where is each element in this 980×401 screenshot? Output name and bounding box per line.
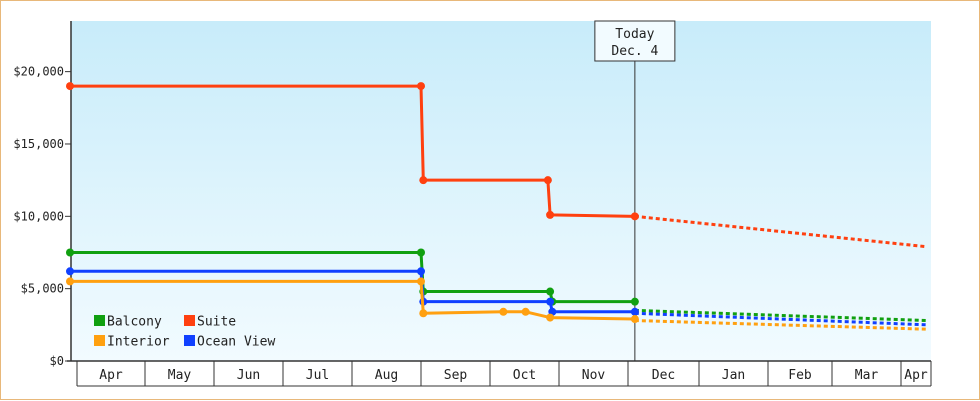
legend-swatch-interior	[94, 335, 105, 346]
x-tick-label: May	[168, 368, 192, 383]
x-tick-label: Sep	[444, 368, 468, 383]
data-point-interior	[546, 313, 555, 322]
data-point-balcony	[417, 248, 425, 257]
data-point-ocean-view	[66, 267, 74, 276]
data-point-interior	[66, 277, 74, 286]
y-tick-label: $10,000	[13, 209, 64, 223]
legend-label-interior: Interior	[107, 335, 170, 350]
data-point-interior	[417, 277, 425, 286]
y-tick-label: $0	[50, 354, 64, 368]
today-box	[594, 20, 676, 62]
legend-label-ocean-view: Ocean View	[197, 335, 275, 350]
x-tick-label: Apr	[99, 368, 123, 383]
legend-swatch-balcony	[94, 315, 105, 326]
data-point-suite	[419, 176, 428, 185]
x-axis: Apr May Jun Jul Aug Sep Oct Nov Dec Jan Feb Mar Apr	[67, 360, 932, 387]
y-tick-label: $5,000	[21, 282, 64, 296]
x-tick-label: Apr	[904, 368, 928, 383]
data-point-balcony	[66, 248, 74, 257]
series-line-ocean-view	[70, 269, 635, 314]
data-point-ocean-view	[417, 267, 425, 276]
data-point-suite	[66, 82, 74, 91]
data-point-interior	[630, 315, 639, 324]
data-point-suite	[543, 176, 552, 185]
data-point-ocean-view	[546, 297, 555, 306]
legend-swatch-suite	[184, 315, 195, 326]
data-point-suite	[417, 82, 425, 91]
x-tick-label: Mar	[855, 368, 879, 383]
x-tick-label: Oct	[513, 368, 536, 383]
data-point-ocean-view	[630, 307, 639, 316]
x-tick-label: Jan	[722, 368, 745, 383]
today-marker: Today Dec. 4	[594, 20, 676, 361]
data-point-suite	[630, 212, 639, 221]
legend: Balcony Suite Interior Ocean View	[94, 315, 275, 350]
plot-background	[71, 21, 931, 361]
legend-label-suite: Suite	[197, 315, 236, 330]
data-point-interior	[521, 307, 530, 316]
legend-swatch-ocean-view	[184, 335, 195, 346]
series-layer	[66, 82, 927, 331]
x-tick-label: Nov	[582, 368, 606, 383]
x-tick-label: Aug	[375, 368, 398, 383]
data-point-interior	[499, 307, 508, 316]
legend-label-balcony: Balcony	[107, 315, 162, 330]
x-tick-label: Jun	[237, 368, 260, 383]
today-date-label: Dec. 4	[611, 44, 658, 59]
data-point-balcony	[546, 287, 555, 296]
x-tick-label: Feb	[788, 368, 812, 383]
y-axis: $0 $5,000 $10,000 $15,000 $20,000	[13, 21, 72, 368]
x-tick-label: Jul	[306, 368, 329, 383]
y-tick-label: $20,000	[13, 65, 64, 79]
x-tick-label: Dec	[652, 368, 675, 383]
series-line-balcony	[70, 250, 635, 304]
data-point-balcony	[630, 297, 639, 306]
data-point-interior	[419, 309, 428, 318]
series-line-suite	[70, 84, 635, 218]
y-tick-label: $15,000	[13, 137, 64, 151]
today-label: Today	[615, 27, 654, 42]
data-point-suite	[546, 210, 555, 219]
